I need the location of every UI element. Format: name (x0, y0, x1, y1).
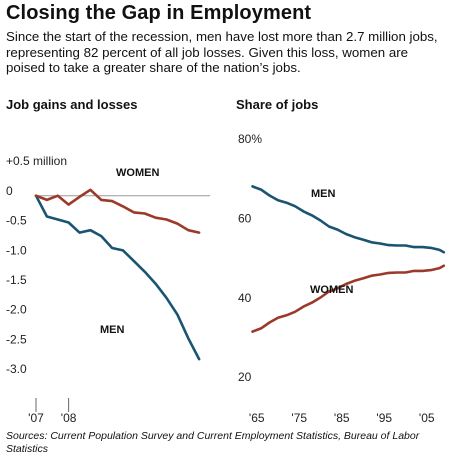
y-tick-label-1-3: 20 (238, 370, 252, 384)
panel-title-share-of-jobs: Share of jobs (236, 97, 319, 112)
y-tick-label-0-5: -2.0 (6, 303, 27, 317)
x-tick-label-1-4: '05 (419, 411, 435, 425)
chart-title: Closing the Gap in Employment (6, 2, 312, 24)
series-line-0-women (34, 188, 201, 234)
series-line-1-men (251, 185, 446, 254)
series-label-1-women: WOMEN (310, 284, 353, 296)
series-line-0-men (34, 194, 201, 361)
y-tick-label-0-3: -1.0 (6, 243, 27, 257)
x-tick-label-1-3: '95 (376, 411, 392, 425)
series-line-1-women (251, 264, 446, 333)
x-tick-label-1-2: '85 (334, 411, 350, 425)
y-tick-label-0-7: -3.0 (6, 362, 27, 376)
panel-title-job-gains: Job gains and losses (6, 97, 138, 112)
y-tick-label-1-2: 40 (238, 291, 252, 305)
source-note: Sources: Current Population Survey and C… (6, 430, 420, 455)
y-tick-label-1-0: 80% (238, 132, 262, 146)
y-tick-label-0-4: -1.5 (6, 273, 27, 287)
y-tick-label-1-1: 60 (238, 212, 252, 226)
y-tick-label-0-2: -0.5 (6, 214, 27, 228)
y-tick-label-0-0: +0.5 million (6, 154, 67, 168)
series-label-0-men: MEN (100, 324, 125, 336)
series-label-1-men: MEN (311, 188, 336, 200)
x-tick-label-1-0: '65 (249, 411, 265, 425)
x-tick-label-1-1: '75 (291, 411, 307, 425)
x-tick-label-0-1: '08 (61, 411, 77, 425)
series-label-0-women: WOMEN (116, 167, 159, 179)
chart-subtitle: Since the start of the recession, men ha… (6, 29, 438, 75)
y-tick-label-0-1: 0 (6, 184, 13, 198)
x-tick-label-0-0: '07 (28, 411, 44, 425)
y-tick-label-0-6: -2.5 (6, 332, 27, 346)
